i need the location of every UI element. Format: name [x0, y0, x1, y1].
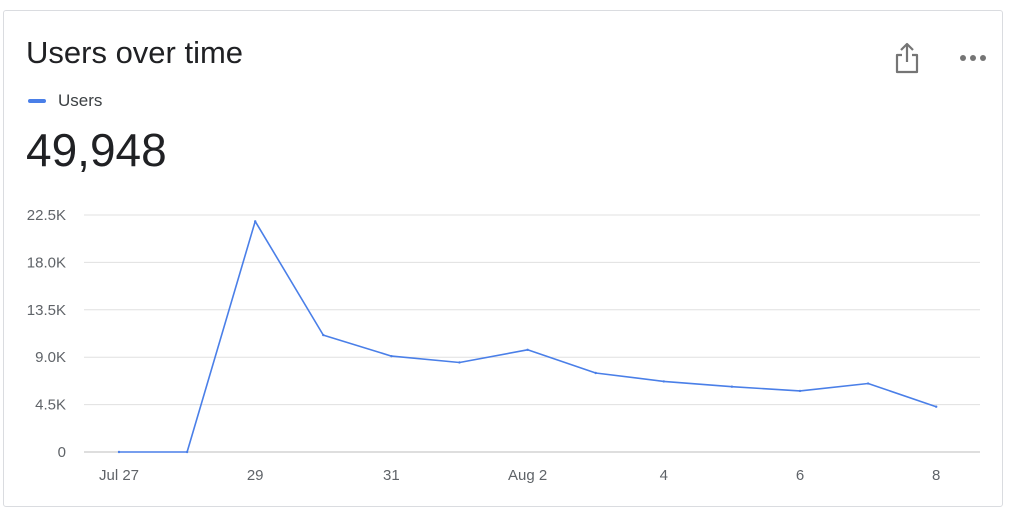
- data-point-users: [322, 333, 325, 337]
- series-line-users: [119, 220, 937, 453]
- x-tick-label: Jul 27: [99, 467, 139, 484]
- users-over-time-card: Users over time Users 49,948: [3, 10, 1003, 507]
- legend-swatch-users: [28, 99, 46, 103]
- legend-label-users: Users: [58, 91, 103, 110]
- y-tick-label: 0: [58, 444, 66, 461]
- data-point-users: [594, 371, 597, 375]
- chart-legend: Users: [28, 91, 102, 111]
- data-point-users: [798, 389, 802, 393]
- data-point-users: [526, 348, 529, 352]
- more-options-button[interactable]: [956, 45, 990, 71]
- data-point-users: [866, 382, 870, 385]
- y-tick-label: 18.0K: [27, 254, 66, 271]
- data-point-users: [458, 361, 461, 364]
- more-horizontal-icon: [960, 55, 986, 61]
- x-tick-label: Aug 2: [508, 467, 547, 484]
- share-button[interactable]: [890, 39, 924, 77]
- x-tick-label: 29: [247, 467, 264, 484]
- x-tick-label: 4: [660, 467, 668, 484]
- x-tick-label: 6: [796, 467, 804, 484]
- y-tick-label: 4.5K: [35, 397, 66, 414]
- data-point-users: [185, 450, 189, 454]
- data-point-users: [662, 380, 665, 383]
- x-tick-label: 31: [383, 467, 400, 484]
- card-title: Users over time: [26, 35, 244, 70]
- data-point-users: [254, 220, 257, 223]
- total-users-metric: 49,948: [26, 124, 167, 176]
- data-point-users: [390, 354, 393, 358]
- y-tick-label: 22.5K: [27, 207, 66, 224]
- x-tick-label: 8: [932, 467, 940, 484]
- share-icon: [895, 42, 919, 74]
- data-point-users: [117, 450, 121, 454]
- y-tick-label: 13.5K: [27, 302, 66, 319]
- data-point-users: [935, 405, 938, 408]
- y-tick-label: 9.0K: [35, 349, 66, 366]
- data-point-users: [730, 385, 734, 388]
